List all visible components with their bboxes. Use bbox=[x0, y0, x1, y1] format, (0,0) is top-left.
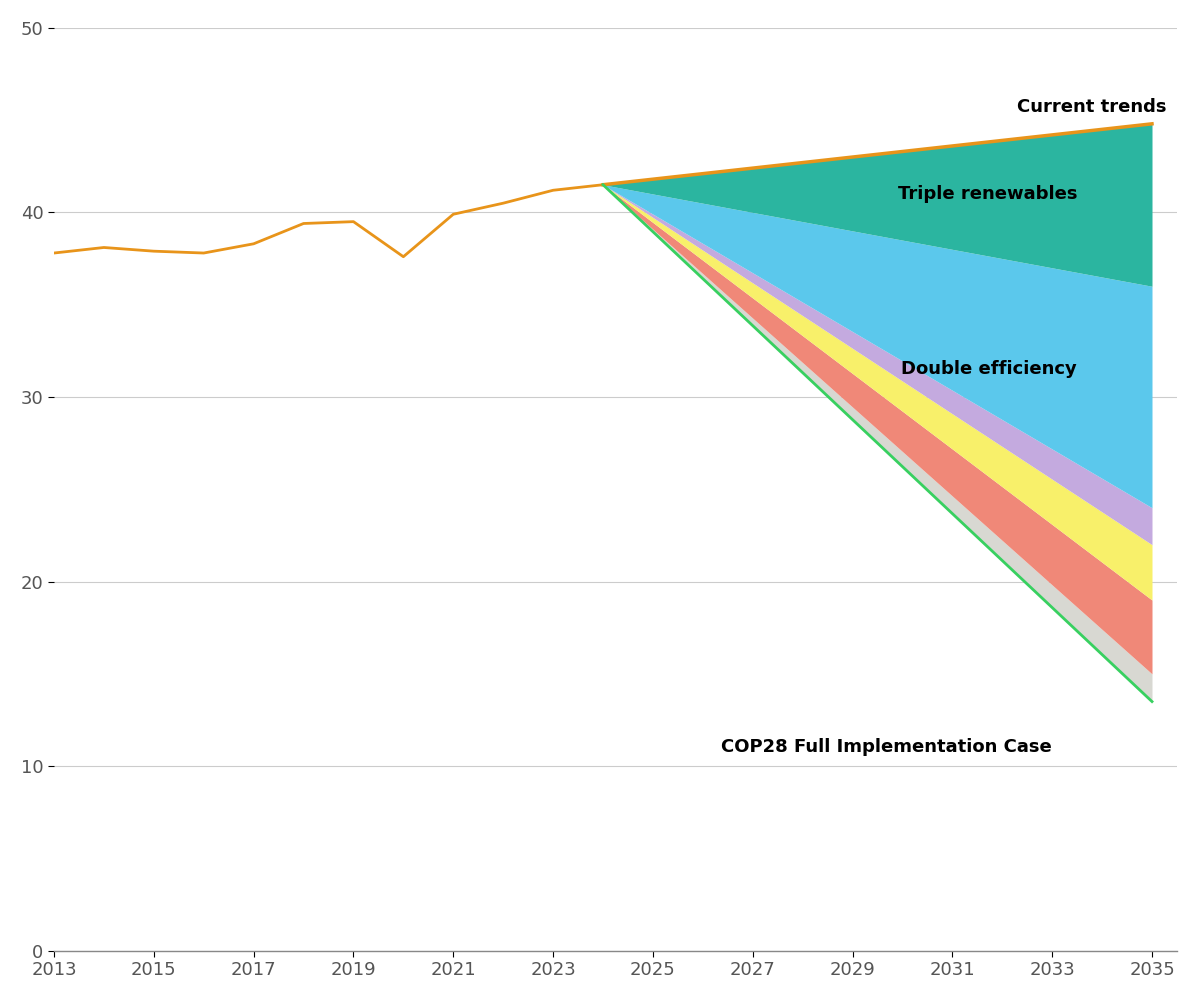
Text: COP28 Full Implementation Case: COP28 Full Implementation Case bbox=[721, 738, 1052, 756]
Text: Current trends: Current trends bbox=[1018, 98, 1166, 116]
Text: Triple renewables: Triple renewables bbox=[898, 185, 1078, 203]
Text: Double efficiency: Double efficiency bbox=[901, 360, 1078, 378]
